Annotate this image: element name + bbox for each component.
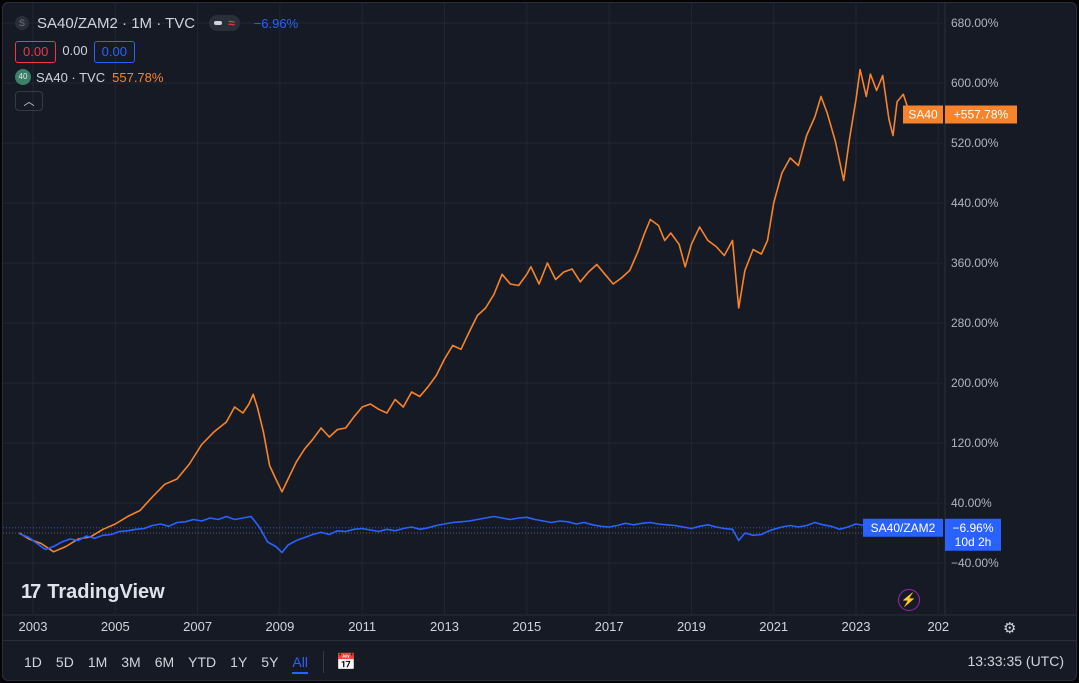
main-name-tag [863,518,943,537]
range-all[interactable]: All [292,653,308,674]
value-box-red: 0.00 [15,41,57,63]
sa40-value-tag [945,105,1017,124]
main-change: −6.96% [253,15,299,31]
toolbar-divider [322,650,324,673]
compare-name[interactable]: SA40 · TVC [36,69,106,85]
y-tick-label: 360.00% [951,256,999,270]
tradingview-logo[interactable]: 17 TradingView [21,581,165,604]
sa40-name-tag-text: SA40 [908,108,938,122]
main-value-tag [945,518,1001,551]
x-tick-label: 2019 [677,619,706,634]
range-1y[interactable]: 1Y [230,653,248,670]
x-tick-label: 2003 [19,619,48,634]
y-tick-label: 40.00% [951,496,992,510]
x-tick-label: 2017 [595,619,624,634]
main-value-tag-text: −6.96% [952,521,993,535]
compare-change: 557.78% [112,69,164,85]
y-tick-label: 200.00% [951,376,999,390]
chevron-up-icon[interactable]: ︿ [15,91,43,111]
y-tick-label: −40.00% [951,556,999,570]
range-6m[interactable]: 6M [154,653,175,670]
calendar-range-icon[interactable]: 📅 [335,653,356,671]
range-1m[interactable]: 1M [87,653,108,670]
value-box-plain: 0.00 [62,43,88,58]
tradingview-text: TradingView [47,581,165,603]
y-tick-label: 600.00% [951,76,999,90]
legend-compare-row[interactable]: 40 SA40 · TVC 557.78% [15,69,298,85]
range-3m[interactable]: 3M [121,653,141,670]
x-tick-label: 2023 [842,619,871,634]
sa40-name-tag [903,105,943,124]
y-tick-label: 280.00% [951,316,999,330]
legend-values-row: 0.00 0.00 0.00 [15,41,298,63]
range-1d[interactable]: 1D [24,653,42,670]
range-5y[interactable]: 5Y [261,653,279,670]
x-tick-label: 2021 [759,619,788,634]
compare-badge: 40 [15,69,31,85]
gear-icon[interactable]: ⚙ [1003,620,1017,637]
x-tick-label: 2011 [348,619,376,634]
legend: S SA40/ZAM2 · 1M · TVC ≈ −6.96% 0.00 0.0… [15,13,298,111]
series-line-sa40[interactable] [18,68,916,553]
y-tick-label: 440.00% [951,196,999,210]
range-ytd[interactable]: YTD [188,653,217,670]
symbol-icon: S [15,16,29,30]
lightning-icon[interactable]: ⚡ [898,589,920,611]
x-tick-label: 2009 [265,619,294,634]
x-tick-label: 2015 [512,619,541,634]
sa40-value-tag-text: +557.78% [954,108,1009,122]
tradingview-mark-icon: 17 [21,581,41,603]
x-tick-label: 2007 [183,619,212,634]
wave-icon: ≈ [228,16,235,30]
range-5d[interactable]: 5D [55,653,74,670]
clock[interactable]: 13:33:35 (UTC) [967,653,1064,669]
bottom-toolbar: 1D 5D 1M 3M 6M YTD 1Y 5Y All 📅 13:33:35 … [3,640,1076,680]
y-tick-label: 520.00% [951,136,999,150]
eye-icon [214,21,223,25]
chart-canvas[interactable]: 680.00% 600.00% 520.00% 440.00% 360.00% 280.0… [3,3,1077,640]
series-line-main[interactable] [19,515,886,554]
y-tick-label: 120.00% [951,436,999,450]
x-tick-label: 2005 [101,619,130,634]
value-box-blue: 0.00 [93,41,135,63]
y-tick-label: 680.00% [951,16,999,30]
main-name-tag-text: SA40/ZAM2 [871,521,936,535]
main-countdown-text: 10d 2h [955,535,992,549]
visibility-toggle[interactable]: ≈ [209,15,240,31]
legend-main-row[interactable]: S SA40/ZAM2 · 1M · TVC ≈ −6.96% [15,13,298,33]
symbol-title[interactable]: SA40/ZAM2 · 1M · TVC [37,14,196,32]
x-tick-label: 2013 [430,619,459,634]
x-tick-label: 202 [927,619,949,634]
